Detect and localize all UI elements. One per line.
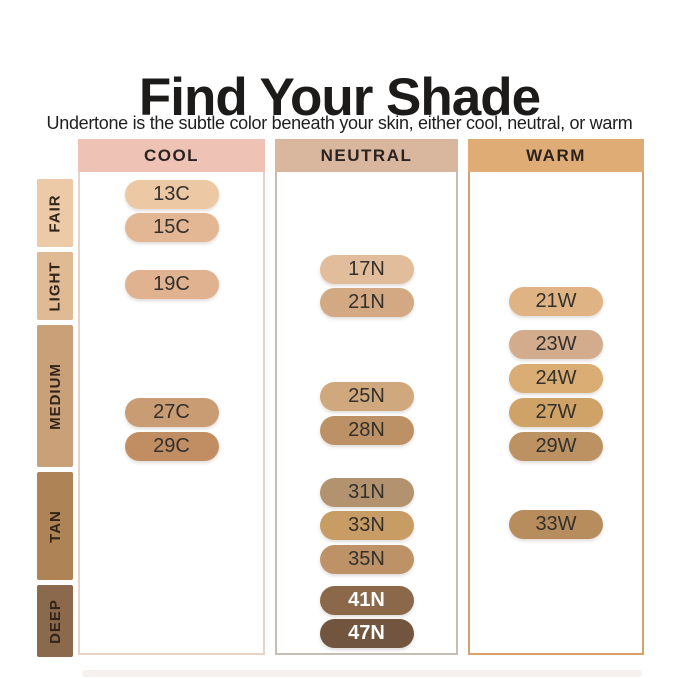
shade-pill-25n: 25N [319,382,414,411]
shade-pill-31n: 31N [319,478,414,507]
page-subtitle: Undertone is the subtle color beneath yo… [46,113,633,133]
column-header-neutral: NEUTRAL [275,139,458,172]
shade-pill-23w: 23W [509,330,603,359]
depth-label-text: TAN [46,509,64,543]
depth-label-fair: FAIR [37,179,73,247]
shade-pill-41n: 41N [319,586,414,615]
shade-pill-13c: 13C [124,180,219,209]
shade-pill-27c: 27C [124,398,219,427]
depth-label-text: LIGHT [46,261,64,311]
shade-pill-19c: 19C [124,270,219,299]
column-warm: WARM 21W 23W 24W 27W 29W 33W [468,139,644,655]
column-body-warm: 21W 23W 24W 27W 29W 33W [468,172,644,655]
shade-pill-47n: 47N [319,619,414,648]
depth-label-deep: DEEP [37,585,73,657]
shade-pill-35n: 35N [319,545,414,574]
shade-pill-29w: 29W [509,432,603,461]
shade-pill-33n: 33N [319,511,414,540]
depth-label-light: LIGHT [37,252,73,320]
shade-pill-29c: 29C [124,432,219,461]
depth-label-text: FAIR [46,193,64,233]
column-body-cool: 13C 15C 19C 27C 29C [78,172,265,655]
depth-label-text: MEDIUM [46,362,64,430]
shade-pill-28n: 28N [319,416,414,445]
bottom-shadow-decoration [82,670,642,677]
shade-pill-33w: 33W [509,510,603,539]
column-cool: COOL 13C 15C 19C 27C 29C [78,139,265,655]
shade-pill-24w: 24W [509,364,603,393]
shade-pill-17n: 17N [319,255,414,284]
column-header-cool: COOL [78,139,265,172]
column-body-neutral: 17N 21N 25N 28N 31N 33N 35N 41N 47N [275,172,458,655]
shade-pill-27w: 27W [509,398,603,427]
shade-pill-21n: 21N [319,288,414,317]
column-neutral: NEUTRAL 17N 21N 25N 28N 31N 33N 35N 41N 47N [275,139,458,655]
column-header-warm: WARM [468,139,644,172]
page-title: Find Your Shade [138,67,541,127]
depth-label-medium: MEDIUM [37,325,73,467]
depth-label-text: DEEP [46,598,64,644]
depth-label-tan: TAN [37,472,73,580]
shade-pill-21w: 21W [509,287,603,316]
shade-pill-15c: 15C [124,213,219,242]
